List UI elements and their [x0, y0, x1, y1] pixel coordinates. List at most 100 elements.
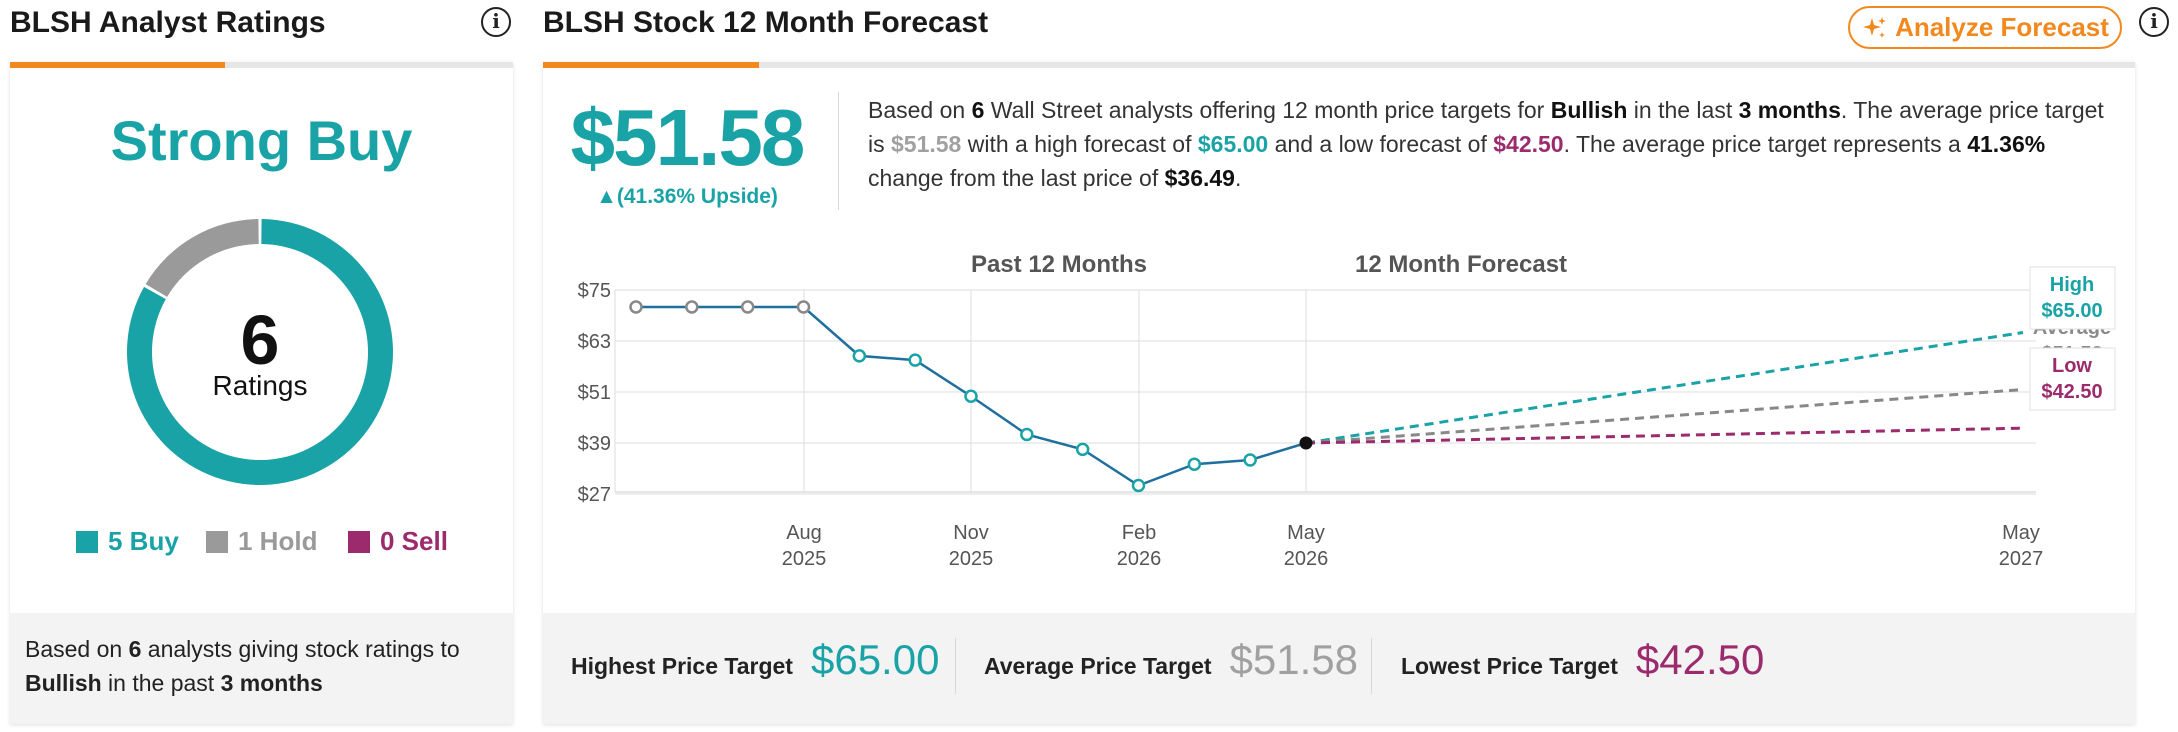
summary-text: with a high forecast of: [961, 131, 1198, 157]
history-point: [1020, 427, 1034, 442]
highest-price-target-value: $65.00: [810, 636, 940, 683]
chart-header-forecast: 12 Month Forecast: [1355, 251, 1567, 278]
sell-swatch: [348, 530, 370, 553]
ratings-count: 6: [240, 301, 280, 379]
summary-change: 41.36%: [1967, 131, 2046, 157]
upside-percent: ▲(41.36% Upside): [596, 185, 778, 208]
targets-divider: [955, 638, 956, 694]
lowest-price-target-label: Lowest Price Target: [1401, 652, 1618, 679]
legend-buy: 5 Buy: [76, 526, 179, 557]
x-tick-year: 2026: [1284, 548, 1329, 570]
x-tick-month: Feb: [1122, 522, 1156, 544]
forecast-low-label: Low $42.50: [2029, 347, 2116, 411]
forecast-tab-active-indicator: [543, 62, 759, 68]
y-tick-label: $51: [578, 382, 611, 404]
info-icon[interactable]: i: [481, 7, 511, 37]
footer-company: Bullish: [25, 670, 102, 696]
chart-header-past: Past 12 Months: [971, 251, 1147, 278]
ratings-footer-text: Based on 6 analysts giving stock ratings…: [25, 632, 495, 700]
summary-company: Bullish: [1550, 97, 1628, 123]
legend-hold-label: 1 Hold: [238, 526, 318, 556]
history-point: [908, 353, 922, 367]
forecast-high-label-name: High: [2050, 274, 2094, 296]
ratings-donut-chart: [126, 219, 394, 485]
ratings-count-label: Ratings: [212, 370, 308, 401]
y-tick-label: $75: [578, 280, 611, 302]
summary-last-price: $36.49: [1164, 165, 1235, 191]
legend-buy-label: 5 Buy: [108, 526, 179, 556]
summary-text: . The average price target is: [868, 97, 2104, 157]
legend-hold: 1 Hold: [206, 526, 317, 557]
x-tick-year: 2027: [1999, 548, 2044, 570]
analyst-ratings-title: BLSH Analyst Ratings: [10, 6, 326, 39]
sparkle-icon: [1863, 16, 1887, 38]
forecast-average-line: [1305, 388, 2024, 445]
footer-text-1: Based on: [25, 636, 129, 662]
forecast-high-label-value: $65.00: [2041, 300, 2102, 322]
history-point: [740, 300, 755, 314]
history-point: [796, 300, 811, 314]
forecast-high-label: High $65.00: [2029, 266, 2116, 330]
history-point: [1243, 453, 1257, 467]
summary-text: .: [1234, 165, 1242, 191]
analyze-forecast-button[interactable]: Analyze Forecast: [1848, 6, 2122, 49]
x-tick-year: 2025: [949, 548, 994, 570]
average-price-target-value: $51.58: [1229, 636, 1359, 683]
footer-period: 3 months: [220, 670, 323, 696]
analyze-forecast-label: Analyze Forecast: [1895, 12, 2109, 42]
lowest-price-target-value: $42.50: [1635, 636, 1765, 683]
history-point: [1187, 457, 1202, 471]
legend-sell: 0 Sell: [348, 526, 448, 557]
history-point: [1075, 442, 1090, 457]
x-tick-month: May: [1287, 522, 1325, 544]
forecast-low-label-name: Low: [2052, 355, 2092, 377]
summary-divider: [838, 92, 839, 210]
summary-text: in the last: [1627, 97, 1739, 123]
summary-text: . The average price target represents a: [1563, 131, 1968, 157]
summary-average: $51.58: [891, 131, 962, 157]
forecast-summary: Based on 6 Wall Street analysts offering…: [868, 93, 2108, 195]
summary-text: and a low forecast of: [1268, 131, 1494, 157]
x-tick-year: 2025: [782, 548, 827, 570]
consensus-rating: Strong Buy: [110, 109, 413, 172]
ratings-tab-bar: [10, 62, 513, 68]
price-forecast-chart: Past 12 Months 12 Month Forecast $75 $63 $51…: [578, 251, 2116, 570]
summary-text: Wall Street analysts offering 12 month p…: [984, 97, 1551, 123]
x-tick-month: Nov: [953, 522, 989, 544]
footer-analyst-count: 6: [128, 636, 142, 662]
forecast-low-label-box: [2029, 347, 2116, 411]
forecast-title: BLSH Stock 12 Month Forecast: [543, 6, 989, 39]
hold-swatch: [206, 530, 228, 553]
average-price-target: $51.58: [570, 93, 806, 182]
summary-high: $65.00: [1197, 131, 1269, 157]
forecast-high-line: [1305, 331, 2024, 445]
targets-divider: [1371, 638, 1372, 694]
summary-text: change from the last price of: [868, 165, 1165, 191]
forecast-high-label-box: [2029, 266, 2116, 330]
history-point: [964, 389, 978, 403]
y-tick-label: $27: [578, 484, 611, 506]
highest-price-target-label: Highest Price Target: [571, 652, 793, 679]
donut-segment-hold: [145, 219, 259, 297]
last-price-point: [1299, 436, 1313, 450]
ratings-footer: [10, 613, 513, 724]
x-tick-month: May: [2002, 522, 2040, 544]
footer-text-3: in the past: [101, 670, 221, 696]
forecast-low-label-value: $42.50: [2041, 381, 2102, 403]
buy-swatch: [76, 530, 98, 553]
summary-low: $42.50: [1493, 131, 1564, 157]
average-price-target-label: Average Price Target: [984, 652, 1212, 679]
ratings-tab-active-indicator: [10, 62, 225, 68]
history-point: [685, 300, 699, 314]
average-price-target-block: Average Price Target $51.58: [984, 636, 1358, 684]
info-icon[interactable]: i: [2139, 7, 2169, 37]
forecast-tab-bar: [543, 62, 2135, 68]
summary-period: 3 months: [1738, 97, 1841, 123]
x-tick-month: Aug: [786, 522, 822, 544]
y-tick-label: $39: [578, 433, 611, 455]
highest-price-target: Highest Price Target $65.00: [571, 636, 939, 684]
history-point: [629, 300, 643, 314]
price-targets-strip: [543, 613, 2135, 724]
footer-text-2: analysts giving stock ratings to: [141, 636, 460, 662]
